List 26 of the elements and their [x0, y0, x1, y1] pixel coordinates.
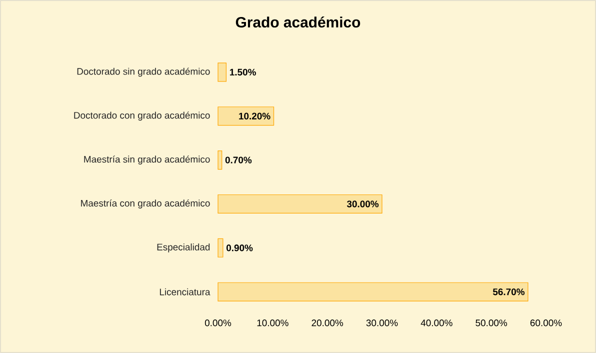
y-tick-label: Maestría sin grado académico [84, 156, 210, 165]
x-tick-label: 40.00% [420, 320, 452, 326]
x-tick-label: 30.00% [366, 320, 398, 326]
x-tick-label: 0.00% [204, 320, 232, 326]
y-tick-label: Doctorado sin grado académico [77, 68, 210, 77]
y-tick-label: Especialidad [157, 243, 210, 252]
data-label: 56.70% [492, 288, 525, 296]
bar [218, 62, 226, 82]
data-label: 0.90% [226, 244, 253, 252]
bar [218, 106, 274, 126]
bar [218, 194, 382, 214]
x-tick-label: 50.00% [476, 320, 508, 326]
data-label: 1.50% [230, 68, 256, 76]
bar [218, 282, 528, 302]
data-label: 30.00% [346, 200, 379, 208]
y-tick-label: Licenciatura [160, 288, 210, 296]
y-tick-label: Maestría con grado académico [81, 200, 210, 208]
y-tick-label: Doctorado con grado académico [74, 112, 210, 121]
data-label: 0.70% [225, 156, 252, 164]
x-tick-label: 60.00% [530, 320, 562, 326]
x-tick-label: 10.00% [257, 320, 288, 326]
bar [218, 150, 222, 170]
chart-title: Grado académico [236, 16, 360, 28]
data-label: 10.20% [239, 112, 270, 120]
bar [218, 238, 224, 258]
x-tick-label: 20.00% [312, 320, 344, 326]
